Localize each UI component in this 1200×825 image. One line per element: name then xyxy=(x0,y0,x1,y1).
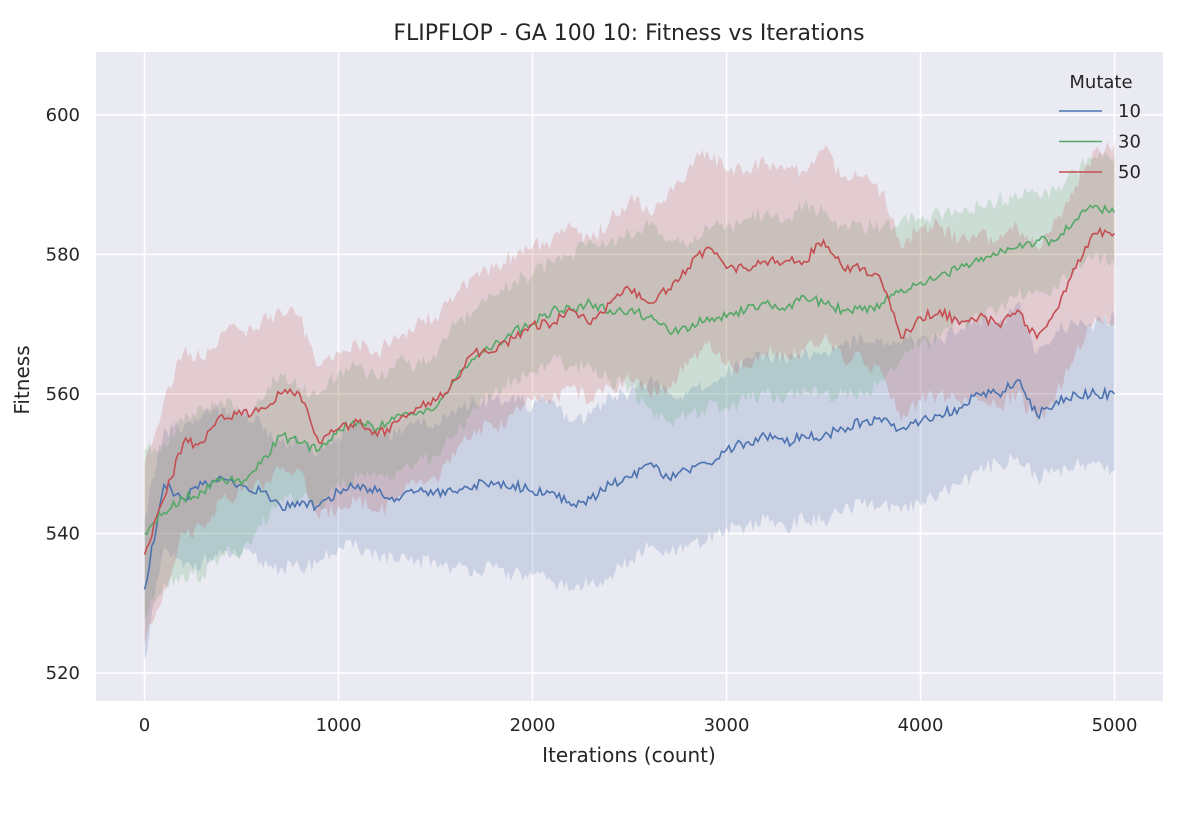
x-tick-label: 5000 xyxy=(1092,715,1138,736)
y-axis-label: Fitness xyxy=(10,345,34,414)
chart-title: FLIPFLOP - GA 100 10: Fitness vs Iterati… xyxy=(393,21,864,46)
x-tick-label: 3000 xyxy=(704,715,750,736)
legend-label-10: 10 xyxy=(1118,101,1141,122)
legend-label-30: 30 xyxy=(1118,132,1141,153)
legend: Mutate 10 30 50 xyxy=(1059,72,1141,183)
x-tick-label: 0 xyxy=(139,715,150,736)
x-tick-label: 2000 xyxy=(510,715,556,736)
y-tick-label: 600 xyxy=(46,105,80,126)
x-tick-label: 4000 xyxy=(898,715,944,736)
x-tick-label: 1000 xyxy=(316,715,362,736)
grid xyxy=(96,52,1163,701)
band-mutate-30 xyxy=(144,150,1115,618)
x-axis-ticks: 0 1000 2000 3000 4000 5000 xyxy=(139,715,1138,736)
y-tick-label: 580 xyxy=(46,244,80,265)
confidence-bands xyxy=(144,141,1115,660)
legend-label-50: 50 xyxy=(1118,162,1141,183)
line-mutate-10 xyxy=(143,379,1116,590)
y-tick-label: 560 xyxy=(46,384,80,405)
y-tick-label: 540 xyxy=(46,524,80,545)
plot-background xyxy=(96,52,1163,701)
series-lines xyxy=(143,203,1116,590)
line-mutate-30 xyxy=(144,203,1116,536)
y-axis-ticks: 520 540 560 580 600 xyxy=(46,105,80,684)
band-mutate-50 xyxy=(144,141,1115,646)
line-mutate-50 xyxy=(143,226,1116,555)
x-axis-label: Iterations (count) xyxy=(542,743,716,767)
band-mutate-10 xyxy=(144,301,1115,660)
legend-title: Mutate xyxy=(1069,72,1132,93)
y-tick-label: 520 xyxy=(46,663,80,684)
